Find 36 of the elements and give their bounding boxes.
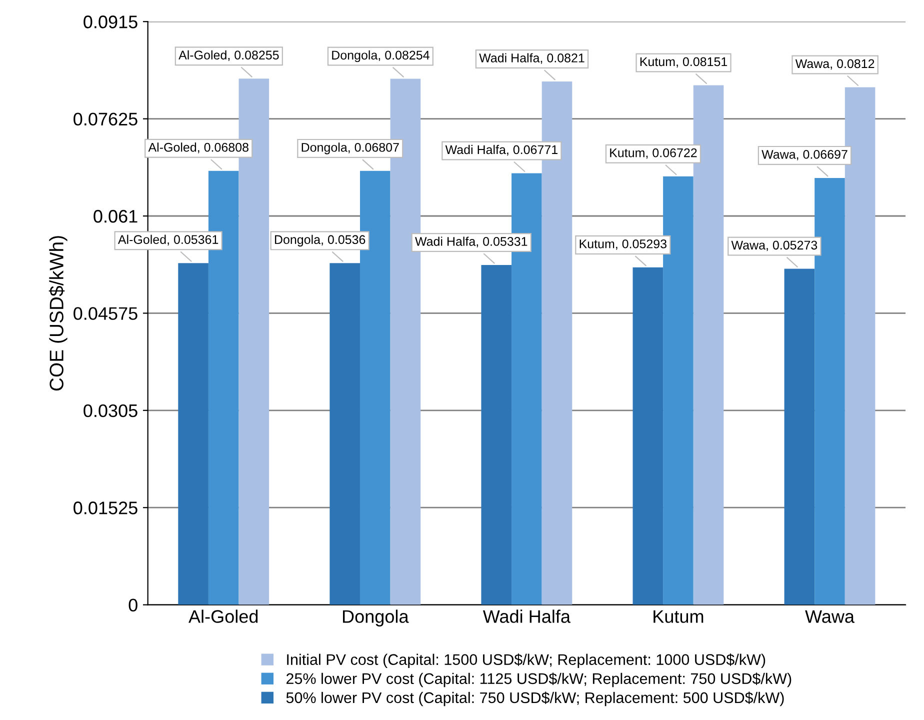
legend-label: 25% lower PV cost (Capital: 1125 USD$/kW; Replacement: 750 USD$/kW) [286, 672, 792, 688]
y-tick-label: 0.01525 [74, 502, 138, 514]
data-label: Wadi Halfa, 0.0821 [479, 53, 584, 64]
bar [481, 265, 512, 605]
data-label: Wadi Halfa, 0.06771 [445, 144, 558, 156]
x-tick-label: Kutum [654, 610, 704, 623]
x-tick-label: Al-Goled [188, 610, 258, 623]
x-tick-label: Dongola [343, 610, 409, 626]
y-axis-title: COE (USD$/kWh) [48, 236, 68, 391]
data-label: Al-Goled, 0.06808 [148, 142, 248, 154]
y-tick-label: 0 [128, 598, 138, 612]
y-tick-label: 0.04575 [74, 307, 138, 320]
data-label: Wawa, 0.0812 [795, 59, 874, 70]
data-label: Dongola, 0.06807 [302, 142, 399, 154]
data-label: Al-Goled, 0.08255 [178, 50, 279, 61]
data-label: Wawa, 0.05273 [731, 240, 818, 252]
data-label: Kutum, 0.08151 [640, 57, 728, 68]
data-label: Wawa, 0.06697 [762, 150, 848, 160]
legend-label: Initial PV cost (Capital: 1500 USD$/kW; Replacement: 1000 USD$/kW) [287, 654, 766, 668]
data-label: Dongola, 0.08254 [332, 50, 430, 62]
data-label: Kutum, 0.06722 [610, 148, 697, 159]
x-tick-label: Wadi Halfa [482, 610, 570, 623]
bar [784, 268, 815, 605]
y-tick-label: 0.07625 [74, 112, 138, 126]
data-label: Wadi Halfa, 0.05331 [415, 236, 528, 248]
y-tick-label: 0.0305 [84, 404, 138, 418]
data-label: Dongola, 0.0536 [274, 234, 366, 246]
data-label: Al-Goled, 0.05361 [118, 234, 218, 246]
bar [632, 267, 664, 605]
x-tick-label: Wawa [805, 610, 854, 623]
y-tick-label: 0.061 [94, 210, 138, 223]
legend-label: 50% lower PV cost (Capital: 750 USD$/kW; Replacement: 500 USD$/kW) [286, 692, 784, 706]
data-label: Kutum, 0.05293 [580, 239, 666, 250]
y-tick-label: 0.0915 [84, 16, 138, 28]
bar [330, 263, 360, 605]
bar [178, 263, 208, 605]
